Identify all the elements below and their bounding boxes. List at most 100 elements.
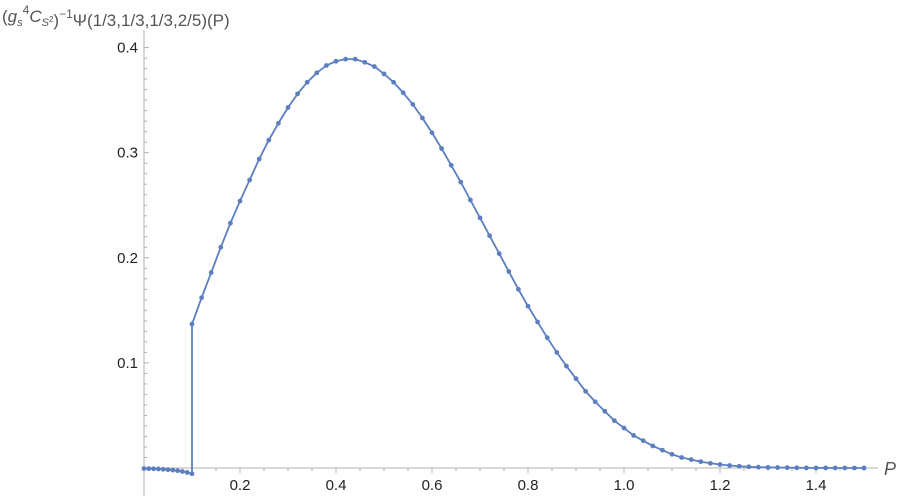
data-point [535,319,540,325]
y-axis-title: (gs4CS2)−1Ψ(1/3,1/3,1/3,2/5)(P) [2,3,230,30]
ylabel-sub-S: S [42,17,50,29]
data-point [199,295,205,301]
data-point [151,466,157,472]
ylabel-sub-two: 2 [49,15,54,24]
y-ticks: 0.1 0.2 0.3 0.4 [117,40,149,458]
data-point [852,465,857,471]
data-point [304,79,310,85]
data-point [189,321,195,327]
data-point [381,71,387,77]
x-tick-label: 0.6 [422,477,443,494]
y-tick-label: 0.1 [117,355,138,372]
series-layer [141,56,867,477]
data-point [237,198,243,204]
data-point [775,465,780,470]
data-point [439,146,444,151]
data-point [794,465,800,471]
x-tick-label: 1.0 [614,477,635,494]
data-point [640,438,646,444]
x-ticks: 0.2 0.4 0.6 0.8 1.0 1.2 1.4 [167,468,865,494]
x-tick-label: 1.2 [710,477,731,494]
y-tick-label: 0.4 [117,40,138,57]
data-point [352,56,358,62]
series-line [143,58,865,475]
data-point [372,64,377,69]
data-point [602,408,608,414]
ylabel-paren-open: ( [2,7,8,26]
data-point [516,286,521,292]
data-point [650,443,656,449]
data-point [612,418,617,424]
data-point [247,177,253,183]
data-point [184,470,190,475]
data-point [496,251,502,256]
x-tick-label: 0.8 [518,477,539,494]
data-point [669,451,675,457]
data-point [746,464,752,470]
data-point [458,179,464,185]
data-point [266,137,272,143]
data-point [228,220,233,226]
data-point [784,465,790,471]
data-point [621,425,627,431]
data-point [314,70,320,76]
data-point [180,469,185,474]
data-point [208,270,214,275]
data-point [525,303,531,309]
data-point [631,433,636,438]
data-point [477,215,483,221]
data-point [708,460,713,466]
data-point [391,79,396,85]
y-tick-label: 0.2 [117,250,138,267]
data-point [218,244,224,250]
data-point [688,457,694,462]
data-point [410,101,416,107]
data-point [343,56,348,62]
data-point [506,269,512,274]
data-point [429,130,435,136]
data-point [156,466,161,472]
x-axis-title: P [884,459,896,479]
data-point [564,363,569,369]
data-point [295,91,300,97]
ylabel-sub-s: s [17,17,23,29]
data-point [698,459,704,465]
data-point [736,463,742,469]
data-point [175,468,181,474]
data-point [170,467,176,473]
data-point [400,90,406,96]
data-point [717,462,723,467]
data-point [727,463,732,468]
data-point [189,471,195,477]
ylabel-C: C [29,7,42,26]
x-tick-label: 1.4 [806,477,827,494]
data-point [861,465,867,471]
y-tick-label: 0.3 [117,145,138,162]
data-point [813,465,819,471]
data-point [823,465,828,471]
data-point [660,447,665,453]
data-point [141,466,147,471]
data-point [592,399,598,405]
data-point [842,465,848,471]
data-point [160,466,166,472]
data-point [324,63,329,68]
data-point [804,465,809,471]
data-point [554,349,560,355]
data-point [146,466,152,472]
ylabel-paren-close: ) [53,11,59,30]
ylabel-g: g [8,7,18,26]
data-point [468,197,473,203]
data-point [448,162,454,168]
axes [143,30,878,496]
data-point [765,464,771,470]
x-tick-label: 0.2 [230,477,251,494]
data-point [756,464,761,470]
ylabel-rest: Ψ(1/3,1/3,1/3,2/5)(P) [73,11,230,30]
data-point [285,105,291,110]
data-point [165,467,171,473]
data-point [362,59,368,65]
data-point [679,455,684,460]
data-point [583,388,588,394]
data-point [573,376,579,382]
